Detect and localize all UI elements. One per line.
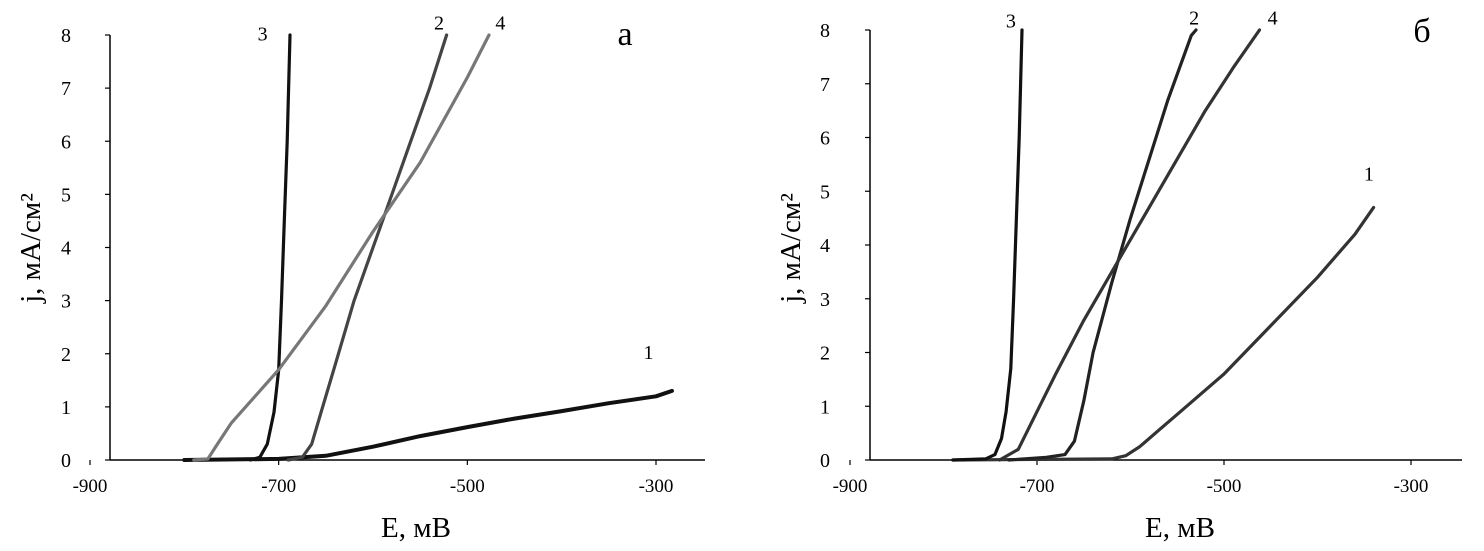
series-line-3 [951, 28, 1024, 462]
y-tick-label: 1 [61, 397, 71, 419]
y-tick-label: 8 [61, 25, 71, 47]
y-tick-label: 5 [61, 184, 71, 206]
x-tick-label: -900 [833, 476, 868, 497]
y-tick-label: 6 [61, 131, 71, 153]
x-axis-title: E, мВ [1145, 512, 1215, 544]
panel-label: б [1413, 13, 1430, 50]
y-tick-label: 3 [820, 289, 830, 311]
chart-panel-a: 0 1 2 3 4 5 6 7 8 -900 -700 -500 -300 E, мВ j, мА/см² а… [15, 13, 705, 544]
x-tick-label: -900 [73, 476, 108, 497]
y-tick-label: 4 [820, 235, 830, 257]
y-tick-label: 8 [820, 20, 830, 42]
y-tick-label: 6 [820, 128, 830, 150]
y-tick-label: 7 [820, 74, 830, 96]
series-line-4 [192, 33, 491, 462]
y-axis-title: j, мА/см² [775, 193, 807, 304]
series-label-4: 4 [495, 13, 505, 35]
series-line-2 [1007, 28, 1198, 462]
series-label-2: 2 [1189, 8, 1199, 30]
series-line-2 [286, 33, 449, 462]
y-tick-label: 3 [61, 291, 71, 313]
y-tick-label: 2 [820, 343, 830, 365]
series-label-3: 3 [258, 23, 268, 45]
panel-label: а [617, 16, 632, 53]
y-tick-label: 0 [61, 450, 71, 472]
y-tick-label: 1 [820, 396, 830, 418]
y-tick-label: 2 [61, 344, 71, 366]
series-label-2: 2 [434, 13, 444, 35]
series-line-1 [951, 205, 1376, 462]
x-tick-label: -300 [639, 476, 674, 497]
y-tick-label: 5 [820, 181, 830, 203]
x-tick-label: -700 [1020, 476, 1055, 497]
x-axis-title: E, мВ [381, 512, 451, 544]
series-label-1: 1 [643, 342, 653, 364]
y-tick-label: 4 [61, 238, 71, 260]
x-tick-label: -700 [261, 476, 296, 497]
y-tick-label: 7 [61, 78, 71, 100]
x-tick-label: -500 [1207, 476, 1242, 497]
series-line-1 [182, 388, 674, 462]
series-label-1: 1 [1364, 164, 1374, 186]
chart-panel-b: 0 1 2 3 4 5 6 7 8 -900 -700 -500 -300 E, мВ j, мА/см² б… [775, 8, 1462, 544]
x-tick-label: -300 [1394, 476, 1429, 497]
series-line-4 [998, 28, 1262, 462]
series-label-3: 3 [1006, 10, 1016, 32]
series-label-4: 4 [1268, 8, 1278, 30]
x-tick-label: -500 [450, 476, 485, 497]
y-tick-label: 0 [820, 450, 830, 472]
y-axis-title: j, мА/см² [15, 193, 47, 304]
